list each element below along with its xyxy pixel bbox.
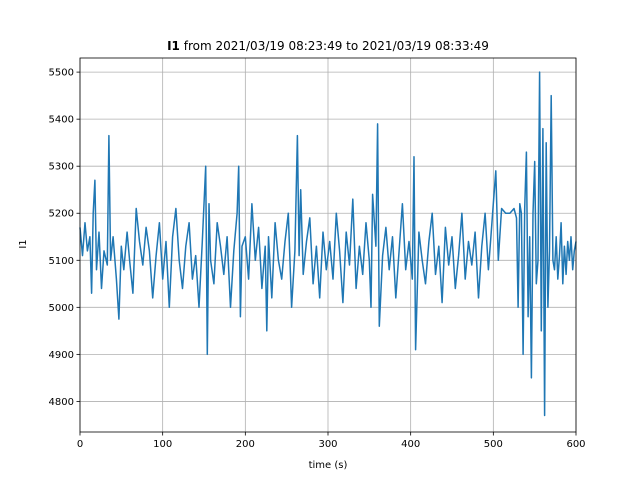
- x-axis-label: time (s): [309, 460, 348, 471]
- x-tick-label: 100: [153, 439, 172, 450]
- chart-title: I1 from 2021/03/19 08:23:49 to 2021/03/1…: [167, 39, 489, 53]
- x-tick-label: 500: [484, 439, 503, 450]
- y-tick-label: 5400: [49, 115, 74, 126]
- y-axis-ticks: 4800 4900 5000 5100 5200 5300 5400 5500: [49, 68, 80, 408]
- y-tick-label: 5500: [49, 68, 74, 79]
- x-tick-label: 400: [401, 439, 420, 450]
- chart-title-bold: I1: [167, 39, 180, 53]
- plot-area: [79, 71, 577, 417]
- y-tick-label: 4900: [49, 350, 74, 361]
- x-tick-label: 200: [236, 439, 255, 450]
- x-tick-label: 0: [77, 439, 83, 450]
- y-tick-label: 4800: [49, 397, 74, 408]
- x-axis-ticks: 0 100 200 300 400 500 600: [77, 432, 586, 450]
- chart-title-rest: from 2021/03/19 08:23:49 to 2021/03/19 0…: [180, 39, 489, 53]
- series-line-0: [79, 71, 577, 417]
- y-tick-label: 5200: [49, 209, 74, 220]
- x-tick-label: 300: [318, 439, 337, 450]
- x-tick-label: 600: [566, 439, 585, 450]
- y-tick-label: 5300: [49, 162, 74, 173]
- y-axis-label: I1: [18, 239, 29, 248]
- y-tick-label: 5100: [49, 256, 74, 267]
- y-tick-label: 5000: [49, 303, 74, 314]
